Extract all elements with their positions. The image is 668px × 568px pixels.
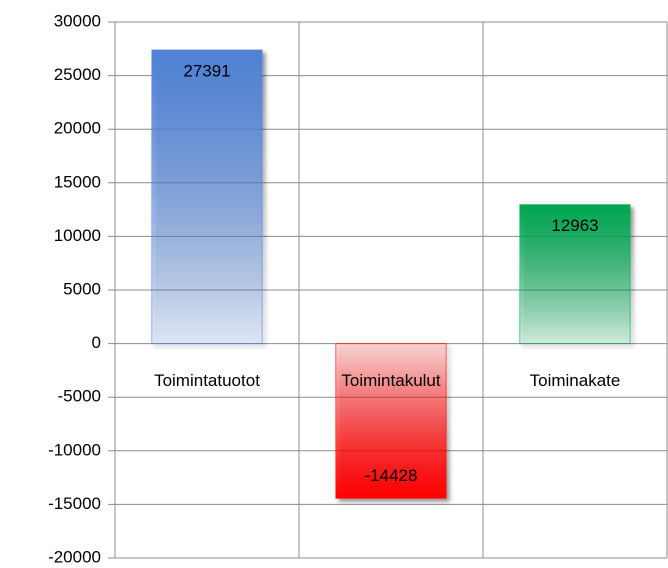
y-tick-label: 20000 [54,119,101,138]
y-tick-label: -20000 [48,547,101,566]
data-label: 12963 [551,216,598,235]
y-tick-label: 0 [92,333,101,352]
data-label: -14428 [365,466,418,485]
y-tick-label: 15000 [54,172,101,191]
x-tick-label: Toiminakate [530,371,621,390]
y-tick-label: 5000 [63,279,101,298]
bars [151,49,631,499]
bar [335,343,447,499]
y-tick-label: 30000 [54,11,101,30]
labels: -20000 -15000 -10000 -5000 0 5000 10000 15000 20… [48,11,620,566]
x-tick-label: Toimintatuotot [154,371,260,390]
bar [519,204,631,345]
bar [151,49,263,345]
y-tick-label: -5000 [58,387,101,406]
y-tick-label: -15000 [48,494,101,513]
y-tick-label: 10000 [54,226,101,245]
x-tick-label: Toimintakulut [341,371,440,390]
data-label: 27391 [183,61,230,80]
y-tick-label: -10000 [48,440,101,459]
y-tick-label: 25000 [54,65,101,84]
